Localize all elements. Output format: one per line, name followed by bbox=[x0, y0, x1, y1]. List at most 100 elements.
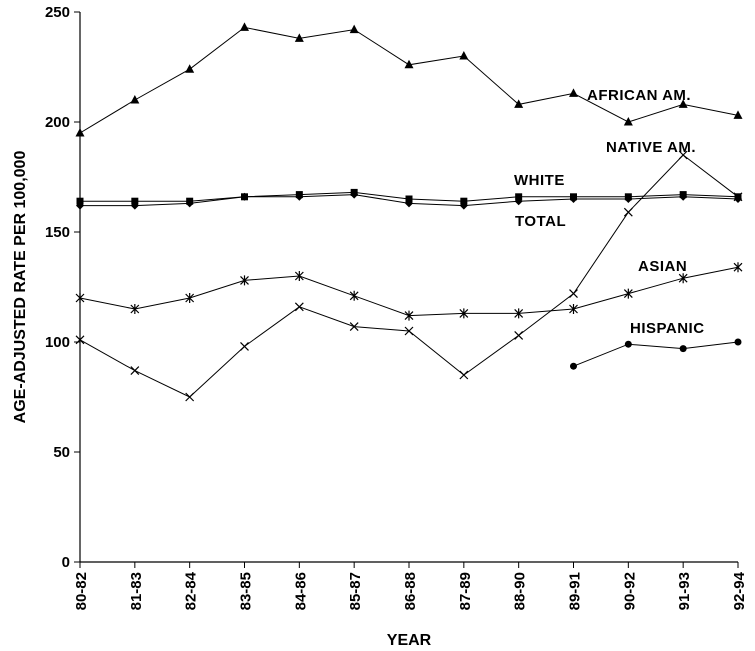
data-point-total bbox=[569, 195, 578, 203]
y-tick-label: 200 bbox=[45, 114, 70, 131]
x-tick-label: 84-86 bbox=[292, 572, 309, 610]
data-point-african-am bbox=[294, 33, 304, 42]
series-group bbox=[75, 22, 743, 402]
y-axis-title: AGE-ADJUSTED RATE PER 100,000 bbox=[12, 151, 29, 424]
data-point-asian bbox=[185, 293, 195, 303]
y-tick-label: 150 bbox=[45, 224, 70, 241]
data-point-african-am bbox=[404, 59, 414, 69]
data-point-asian bbox=[75, 293, 85, 303]
x-ticks: 80-82 81-83 82-84 83-85 84-86 85-87 86-88 87-89… bbox=[73, 562, 748, 610]
data-point-total bbox=[405, 199, 413, 208]
data-point-total bbox=[130, 201, 139, 210]
data-point-asian bbox=[733, 262, 743, 273]
data-point-total bbox=[624, 195, 633, 203]
data-point-asian bbox=[459, 308, 469, 319]
data-point-african-am bbox=[733, 110, 743, 119]
series-label-native-am: NATIVE AM. bbox=[606, 139, 696, 156]
data-point-african-am bbox=[678, 99, 688, 108]
series-line-african-am bbox=[79, 26, 739, 134]
data-point-african-am bbox=[514, 99, 524, 108]
data-point-african-am bbox=[185, 64, 195, 73]
data-point-native-am bbox=[459, 370, 469, 380]
data-point-white bbox=[131, 197, 139, 205]
data-point-african-am bbox=[240, 22, 249, 31]
x-axis-title: YEAR bbox=[387, 632, 432, 649]
x-tick-label: 82-84 bbox=[183, 571, 200, 610]
data-point-native-am bbox=[130, 366, 140, 376]
data-point-white bbox=[405, 195, 413, 203]
x-tick-label: 81-83 bbox=[128, 572, 145, 610]
data-point-asian bbox=[404, 310, 414, 321]
data-point-total bbox=[459, 201, 468, 210]
data-point-total bbox=[734, 195, 742, 203]
data-point-total bbox=[240, 192, 249, 201]
data-point-african-am bbox=[569, 88, 578, 97]
data-point-asian bbox=[294, 271, 304, 281]
data-point-total bbox=[295, 192, 304, 201]
x-tick-label: 87-89 bbox=[457, 572, 474, 610]
x-tick-label: 90-92 bbox=[621, 572, 638, 610]
data-point-white bbox=[515, 193, 523, 201]
series-label-asian: ASIAN bbox=[638, 258, 687, 275]
data-point-native-am bbox=[569, 289, 578, 299]
y-ticks: 0 50 100 150 200 250 bbox=[45, 4, 80, 571]
y-tick-label: 250 bbox=[45, 4, 70, 21]
data-point-native-am bbox=[294, 302, 304, 312]
data-point-asian bbox=[514, 308, 524, 319]
data-point-native-am bbox=[404, 326, 414, 336]
series-african-am bbox=[75, 22, 743, 137]
y-tick-label: 0 bbox=[62, 554, 70, 571]
data-point-total bbox=[185, 199, 194, 208]
series-label-hispanic: HISPANIC bbox=[630, 320, 705, 337]
y-tick-label: 100 bbox=[45, 334, 70, 351]
data-point-native-am bbox=[185, 392, 195, 402]
data-point-hispanic bbox=[624, 340, 632, 348]
data-point-native-am bbox=[240, 341, 249, 351]
x-tick-label: 92-94 bbox=[731, 571, 748, 610]
series-label-white: WHITE bbox=[514, 172, 565, 189]
data-point-native-am bbox=[75, 335, 85, 345]
data-point-native-am bbox=[349, 322, 359, 332]
series-label-total: TOTAL bbox=[515, 213, 566, 230]
data-point-total bbox=[76, 201, 84, 210]
series-native-am bbox=[75, 150, 743, 402]
series-label-african-am: AFRICAN AM. bbox=[587, 87, 691, 104]
x-tick-label: 86-88 bbox=[402, 572, 419, 610]
y-tick-label: 50 bbox=[53, 444, 70, 461]
data-point-hispanic bbox=[570, 362, 577, 370]
x-tick-label: 83-85 bbox=[238, 572, 255, 610]
data-point-african-am bbox=[623, 117, 633, 126]
data-point-total bbox=[350, 190, 359, 199]
data-point-african-am bbox=[349, 24, 359, 34]
series-hispanic bbox=[570, 338, 742, 370]
data-point-african-am bbox=[75, 128, 85, 137]
x-tick-label: 91-93 bbox=[676, 572, 693, 610]
series-line-hispanic bbox=[573, 341, 739, 367]
data-point-asian bbox=[623, 288, 633, 299]
data-point-hispanic bbox=[734, 338, 742, 346]
data-point-hispanic bbox=[679, 345, 687, 353]
x-tick-label: 80-82 bbox=[73, 572, 90, 610]
data-point-white bbox=[76, 197, 84, 205]
data-point-asian bbox=[569, 304, 578, 314]
series-total bbox=[76, 190, 742, 210]
data-point-asian bbox=[130, 304, 140, 314]
x-tick-label: 85-87 bbox=[347, 572, 364, 610]
x-tick-label: 89-91 bbox=[567, 572, 584, 610]
series-labels: AFRICAN AM. NATIVE AM. WHITE TOTAL ASIAN HISP… bbox=[514, 87, 705, 337]
data-point-native-am bbox=[514, 330, 524, 340]
data-point-african-am bbox=[459, 51, 469, 60]
series-asian bbox=[75, 262, 743, 321]
data-point-total bbox=[679, 192, 688, 201]
x-tick-label: 88-90 bbox=[512, 572, 529, 610]
data-point-asian bbox=[349, 290, 359, 301]
data-point-native-am bbox=[678, 150, 688, 160]
data-point-native-am bbox=[623, 207, 633, 217]
series-line-native-am bbox=[79, 154, 739, 398]
data-point-white bbox=[460, 197, 468, 205]
data-point-african-am bbox=[130, 95, 140, 104]
data-point-asian bbox=[678, 273, 688, 284]
data-point-asian bbox=[240, 275, 249, 286]
data-point-total bbox=[514, 197, 523, 206]
